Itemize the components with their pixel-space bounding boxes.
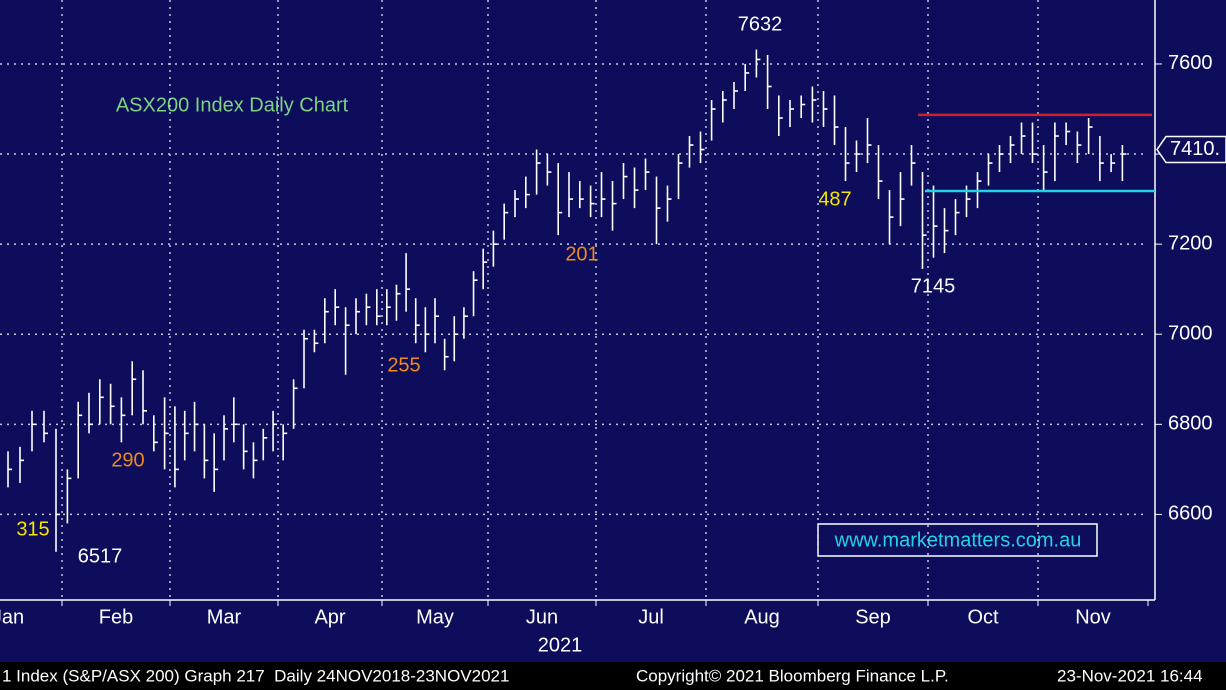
annotation: 290 [111, 449, 144, 471]
x-tick-label: Nov [1075, 606, 1111, 628]
y-tick-label: 7000 [1168, 323, 1213, 345]
plot-background [0, 0, 1226, 662]
last-value-label: 7410. [1170, 138, 1220, 160]
footer-right: 23-Nov-2021 16:44 [1057, 666, 1203, 685]
watermark: www.marketmatters.com.au [834, 529, 1082, 551]
x-tick-label: Oct [967, 606, 999, 628]
x-tick-label: Jun [526, 606, 558, 628]
annotation: 7145 [911, 275, 956, 297]
footer-left: 1 Index (S&P/ASX 200) Graph 217 Daily 24… [2, 666, 509, 685]
y-tick-label: 6600 [1168, 503, 1213, 525]
x-tick-label: Aug [744, 606, 780, 628]
x-tick-label: Mar [207, 606, 242, 628]
last-value-box [1156, 135, 1226, 164]
y-tick-label: 7600 [1168, 52, 1213, 74]
annotation: 255 [387, 354, 420, 376]
y-tick-label: 6800 [1168, 413, 1213, 435]
annotation: 315 [16, 518, 49, 540]
x-tick-label: Apr [314, 606, 345, 628]
x-tick-label: May [416, 606, 454, 628]
x-tick-label: Sep [855, 606, 891, 628]
x-tick-label: Feb [99, 606, 133, 628]
x-tick-label: Jan [0, 606, 24, 628]
annotation: 7632 [738, 13, 783, 35]
footer-center: Copyright© 2021 Bloomberg Finance L.P. [636, 666, 949, 685]
y-tick-label: 7200 [1168, 232, 1213, 254]
footer-background [0, 662, 1226, 690]
annotation: 6517 [78, 545, 123, 567]
x-axis-label: 2021 [538, 634, 583, 656]
annotation: 487 [818, 188, 851, 210]
annotation: 201 [565, 243, 598, 265]
x-tick-label: Jul [638, 606, 664, 628]
chart-title: ASX200 Index Daily Chart [116, 94, 349, 116]
